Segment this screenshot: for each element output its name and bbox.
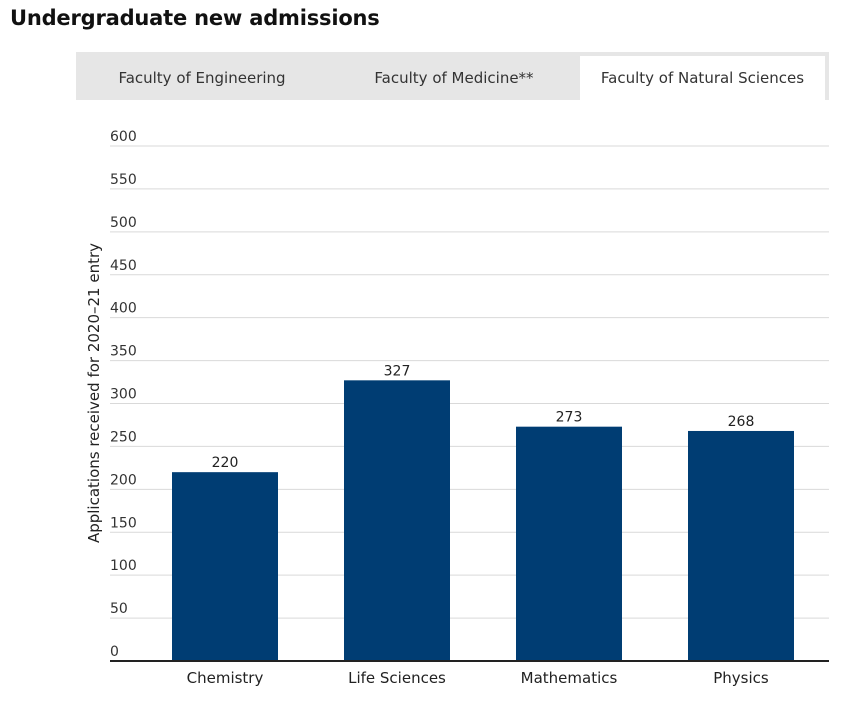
bar	[172, 472, 278, 661]
bar	[688, 430, 794, 661]
y-tick-label: 250	[110, 429, 137, 445]
y-tick-label: 50	[110, 601, 128, 617]
bar	[516, 426, 622, 661]
y-tick-label: 600	[110, 129, 137, 145]
y-tick-label: 400	[110, 301, 137, 317]
tab-faculty-of-natural-sciences[interactable]: Faculty of Natural Sciences	[580, 56, 825, 100]
x-tick-label: Physics	[713, 669, 769, 687]
y-tick-label: 150	[110, 515, 137, 531]
x-tick-label: Chemistry	[187, 669, 264, 687]
faculty-tab-bar: Faculty of Engineering Faculty of Medici…	[76, 52, 829, 100]
y-tick-label: 350	[110, 344, 137, 360]
y-tick-label: 0	[110, 644, 119, 660]
y-tick-label: 100	[110, 558, 137, 574]
data-label: 268	[728, 414, 755, 430]
y-tick-label: 500	[110, 215, 137, 231]
y-axis-label: Applications received for 2020–21 entry	[85, 243, 103, 543]
data-label: 327	[384, 363, 411, 379]
x-tick-label: Life Sciences	[348, 669, 446, 687]
bar	[344, 380, 450, 661]
x-tick-label: Mathematics	[521, 669, 618, 687]
y-tick-label: 550	[110, 172, 137, 188]
tab-bar-edge	[825, 52, 829, 100]
y-tick-label: 200	[110, 472, 137, 488]
tab-faculty-of-engineering[interactable]: Faculty of Engineering	[118, 69, 286, 87]
data-label: 273	[556, 410, 583, 426]
y-tick-label: 300	[110, 387, 137, 403]
data-label: 220	[212, 455, 239, 471]
y-tick-label: 450	[110, 258, 137, 274]
tab-faculty-of-medicine[interactable]: Faculty of Medicine**	[374, 69, 534, 87]
page-title: Undergraduate new admissions	[10, 6, 380, 30]
